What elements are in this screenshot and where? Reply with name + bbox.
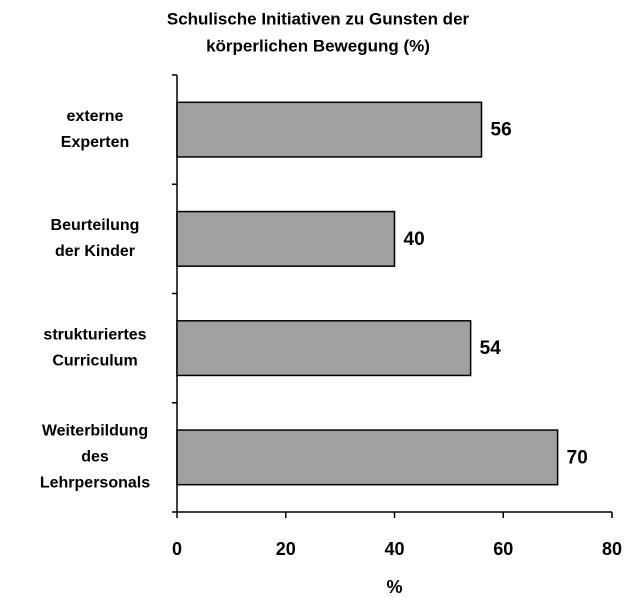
x-tick-label: 20 [276,539,296,559]
chart-title: Schulische Initiativen zu Gunsten der [167,9,470,28]
y-tick-label: externe [67,108,124,125]
x-tick-label: 60 [493,539,513,559]
x-tick-label: 40 [384,539,404,559]
bar [176,429,559,486]
y-tick-label: des [81,449,109,466]
y-tick-label: Weiterbildung [42,423,148,440]
bar [176,320,472,377]
value-label: 56 [491,120,512,141]
x-tick-label: 0 [172,539,182,559]
value-label: 54 [480,338,502,359]
y-tick-label: Experten [61,134,129,151]
y-tick-label: Beurteilung [51,217,140,234]
bar [176,210,396,267]
value-label: 70 [567,447,588,468]
y-tick-label: der Kinder [55,243,135,260]
x-tick-label: 80 [602,539,622,559]
value-label: 40 [404,229,425,250]
bar [176,101,483,158]
y-tick-label: strukturiertes [43,326,146,343]
y-tick-label: Curriculum [52,352,137,369]
x-axis-label: % [386,577,402,597]
chart-title: körperlichen Bewegung (%) [206,36,430,55]
y-tick-label: Lehrpersonals [40,475,150,492]
